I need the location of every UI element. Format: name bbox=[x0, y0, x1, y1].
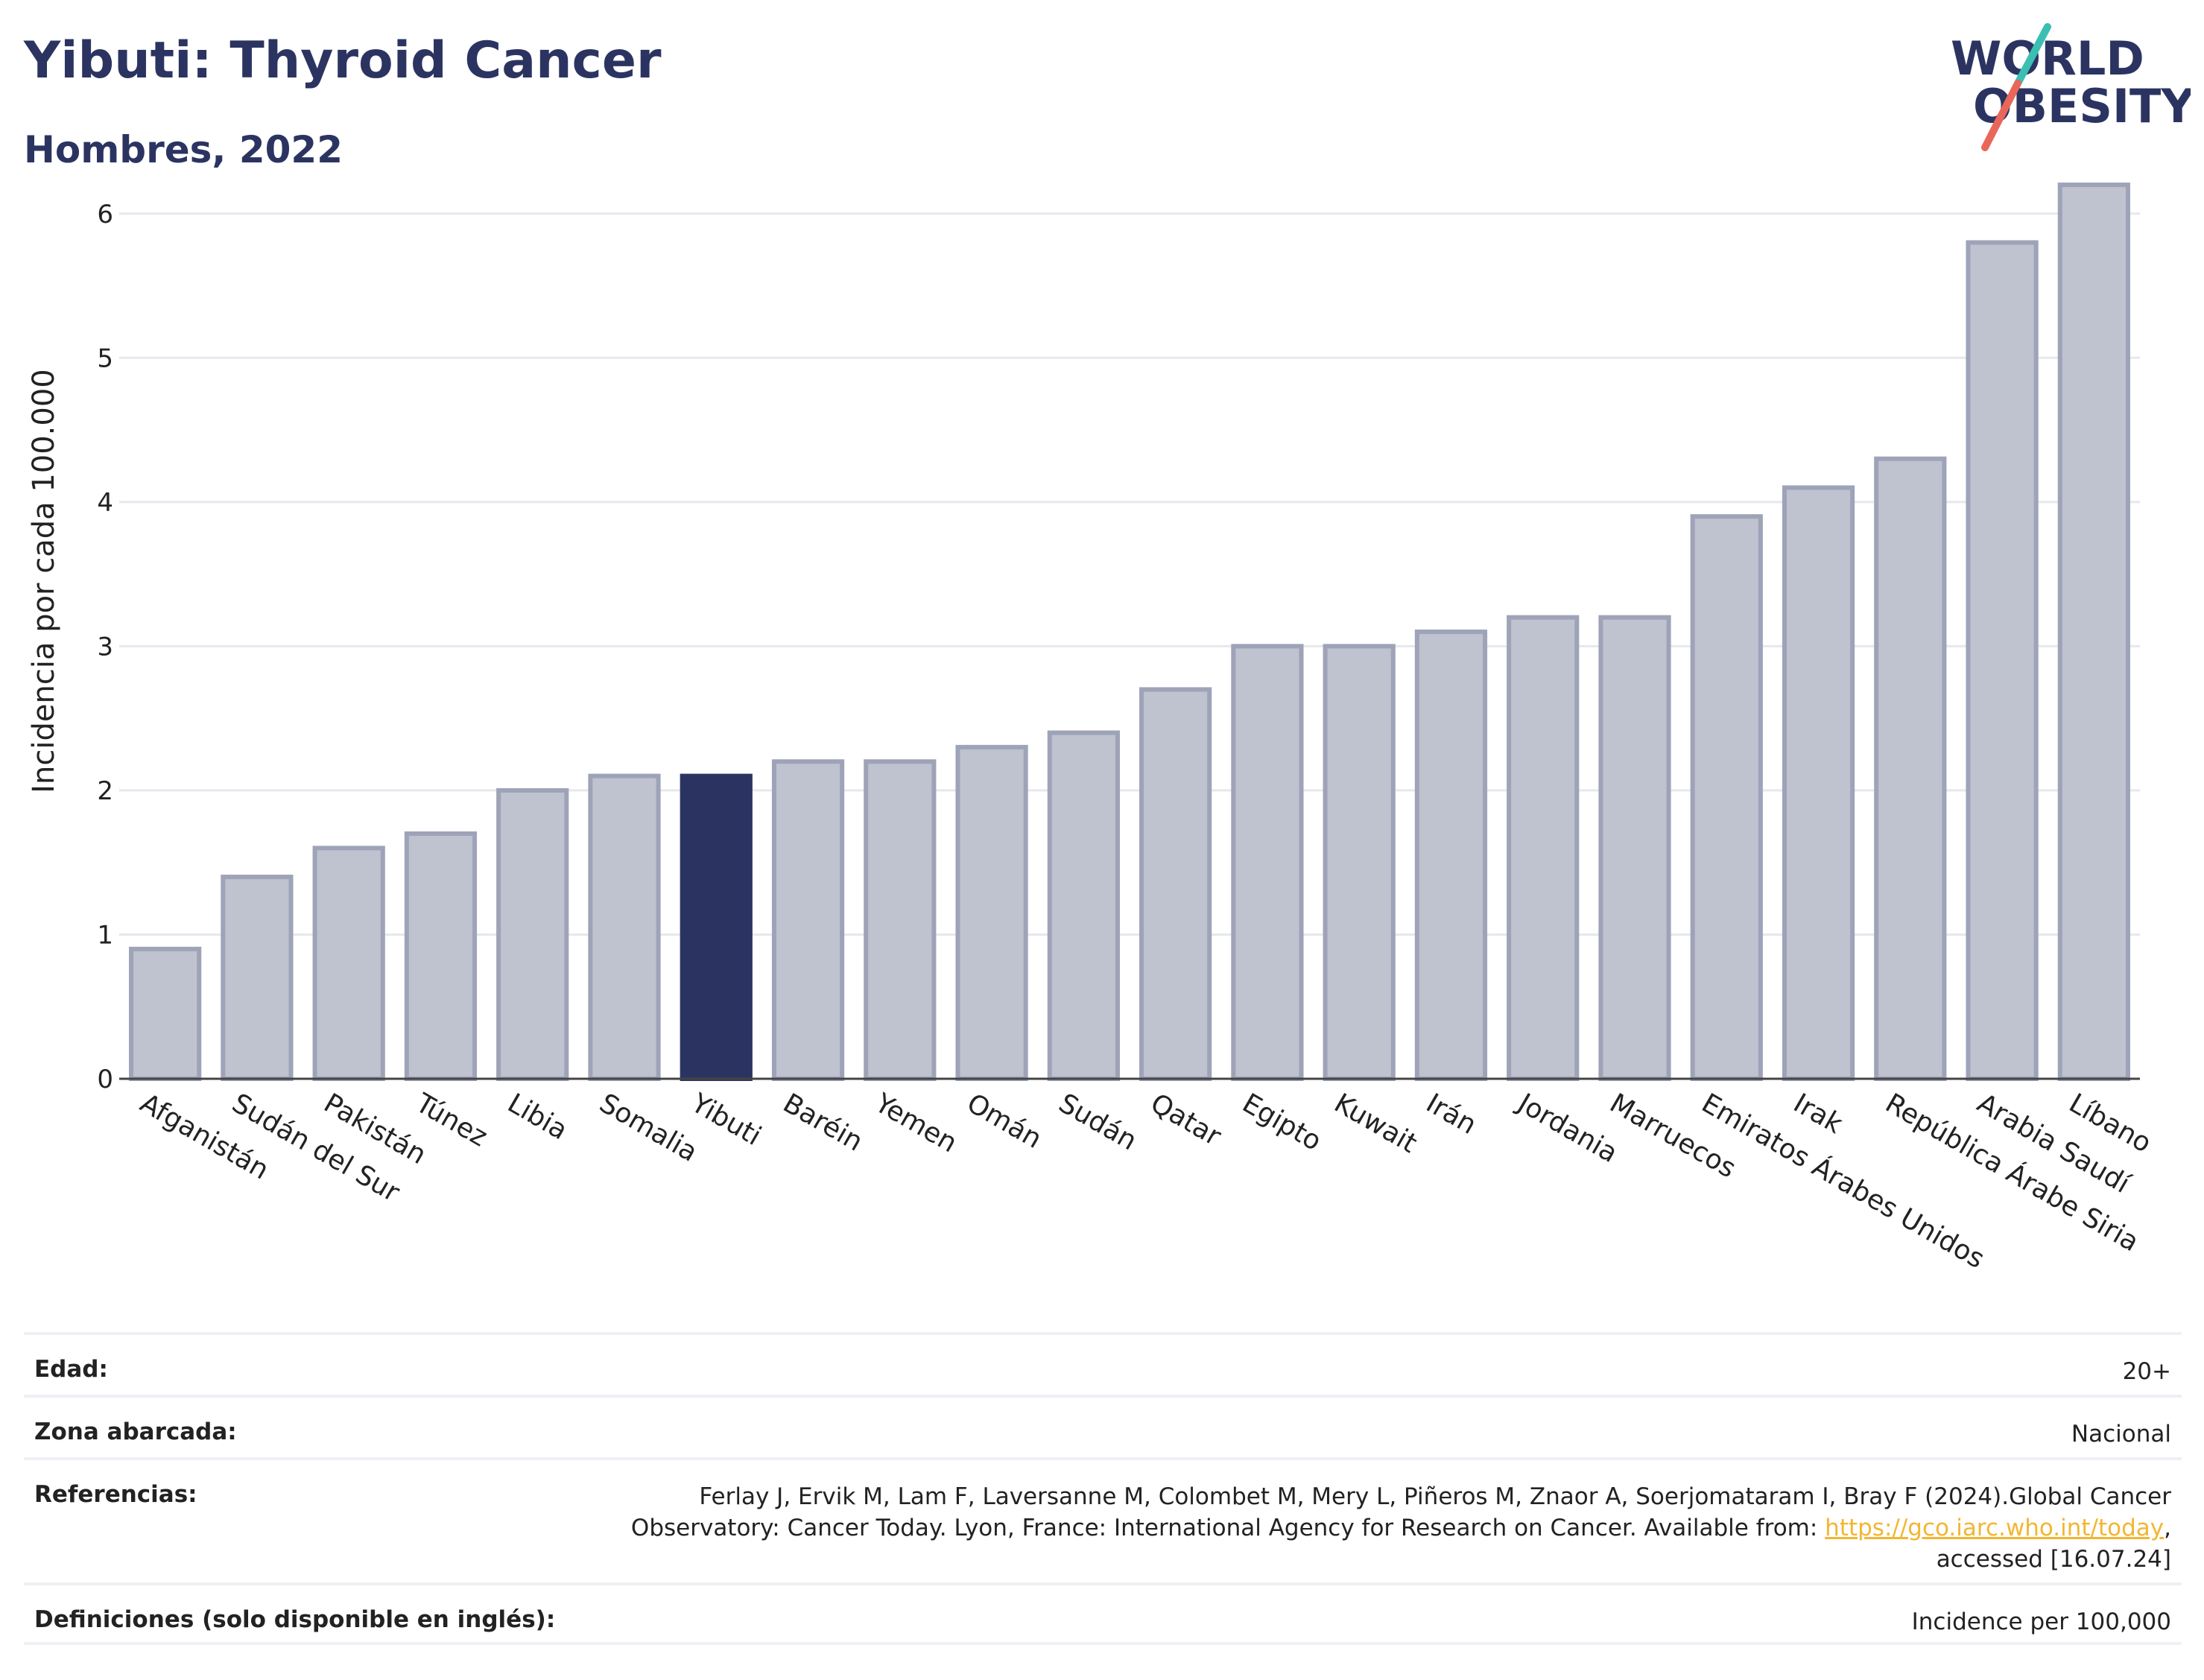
chart-title: Yibuti: Thyroid Cancer bbox=[24, 31, 662, 90]
bar-afganistán bbox=[129, 946, 202, 1082]
y-tick-label: 4 bbox=[97, 488, 113, 518]
y-tick-label: 6 bbox=[97, 200, 113, 229]
bar-irán bbox=[1414, 630, 1488, 1081]
meta-row-references: Referencias: Ferlay J, Ervik M, Lam F, L… bbox=[24, 1457, 2182, 1582]
world-obesity-logo: WORLD OBESITY bbox=[1951, 23, 2191, 151]
bar-egipto bbox=[1231, 644, 1304, 1081]
x-tick-label: Sudán bbox=[1054, 1088, 1142, 1156]
logo-word-world: WORLD bbox=[1951, 31, 2144, 86]
area-label: Zona abarcada: bbox=[34, 1419, 237, 1445]
meta-row-area: Zona abarcada: Nacional bbox=[24, 1395, 2182, 1457]
bar-república-árabe-siria bbox=[1874, 456, 1947, 1081]
x-tick-label: Baréin bbox=[778, 1088, 868, 1157]
logo-slash-teal bbox=[2014, 23, 2051, 87]
bar-irak bbox=[1782, 485, 1855, 1081]
age-label: Edad: bbox=[34, 1356, 108, 1383]
x-tick-label: Libia bbox=[502, 1088, 572, 1146]
definitions-value: Incidence per 100,000 bbox=[1911, 1608, 2171, 1635]
bar-jordania bbox=[1507, 615, 1580, 1081]
references-accessed: , accessed [16.07.24] bbox=[1936, 1515, 2171, 1573]
bar-omán bbox=[955, 744, 1028, 1081]
bar-sudán-del-sur bbox=[221, 875, 294, 1081]
x-tick-label: Egipto bbox=[1237, 1088, 1326, 1157]
y-tick-label: 1 bbox=[97, 920, 113, 950]
bar-somalia bbox=[588, 773, 661, 1081]
references-value: Ferlay J, Ervik M, Lam F, Laversanne M, … bbox=[569, 1481, 2171, 1575]
y-tick-label: 2 bbox=[97, 776, 113, 806]
bar-marruecos bbox=[1598, 615, 1671, 1081]
x-tick-label: Somalia bbox=[595, 1088, 703, 1168]
bar-túnez bbox=[404, 831, 478, 1081]
bar-kuwait bbox=[1323, 644, 1396, 1081]
y-tick-label: 0 bbox=[97, 1065, 113, 1094]
references-label: Referencias: bbox=[34, 1481, 197, 1508]
x-tick-label: Jordania bbox=[1511, 1087, 1622, 1169]
meta-row-definitions: Definiciones (solo disponible en inglés)… bbox=[24, 1582, 2182, 1645]
bar-libia bbox=[496, 787, 569, 1082]
references-link[interactable]: https://gco.iarc.who.int/today bbox=[1825, 1515, 2165, 1541]
bar-sudán bbox=[1047, 730, 1120, 1081]
x-tick-label: Kuwait bbox=[1329, 1088, 1422, 1159]
bars bbox=[129, 183, 2130, 1082]
y-tick-labels: 0 1 2 3 4 5 6 bbox=[97, 200, 113, 1094]
y-tick-label: 5 bbox=[97, 343, 113, 373]
y-tick-label: 3 bbox=[97, 632, 113, 662]
area-value: Nacional bbox=[2071, 1421, 2171, 1448]
references-text: Ferlay J, Ervik M, Lam F, Laversanne M, … bbox=[630, 1483, 2171, 1541]
bar-pakistán bbox=[312, 846, 385, 1082]
age-value: 20+ bbox=[2122, 1358, 2171, 1385]
chart-subtitle: Hombres, 2022 bbox=[24, 128, 343, 171]
bar-yemen bbox=[864, 759, 937, 1081]
x-tick-label: Irán bbox=[1421, 1088, 1481, 1141]
x-tick-label: Qatar bbox=[1145, 1088, 1226, 1152]
bar-emiratos-árabes-unidos bbox=[1690, 514, 1763, 1081]
logo-slash-coral bbox=[1981, 80, 2021, 151]
bar-qatar bbox=[1139, 687, 1212, 1081]
bar-baréin bbox=[771, 759, 845, 1081]
y-axis-label: Incidencia por cada 100.000 bbox=[27, 369, 61, 793]
x-tick-label: Yemen bbox=[869, 1088, 962, 1159]
bar-líbano bbox=[2057, 183, 2130, 1082]
metadata-table: Edad: 20+ Zona abarcada: Nacional Refere… bbox=[24, 1332, 2182, 1645]
meta-row-age: Edad: 20+ bbox=[24, 1332, 2182, 1395]
definitions-label: Definiciones (solo disponible en inglés)… bbox=[34, 1606, 556, 1633]
x-tick-label: Omán bbox=[962, 1088, 1047, 1155]
bar-yibuti bbox=[680, 773, 753, 1081]
x-tick-label: Irak bbox=[1788, 1088, 1848, 1140]
bar-arabia-saudí bbox=[1966, 240, 2039, 1081]
